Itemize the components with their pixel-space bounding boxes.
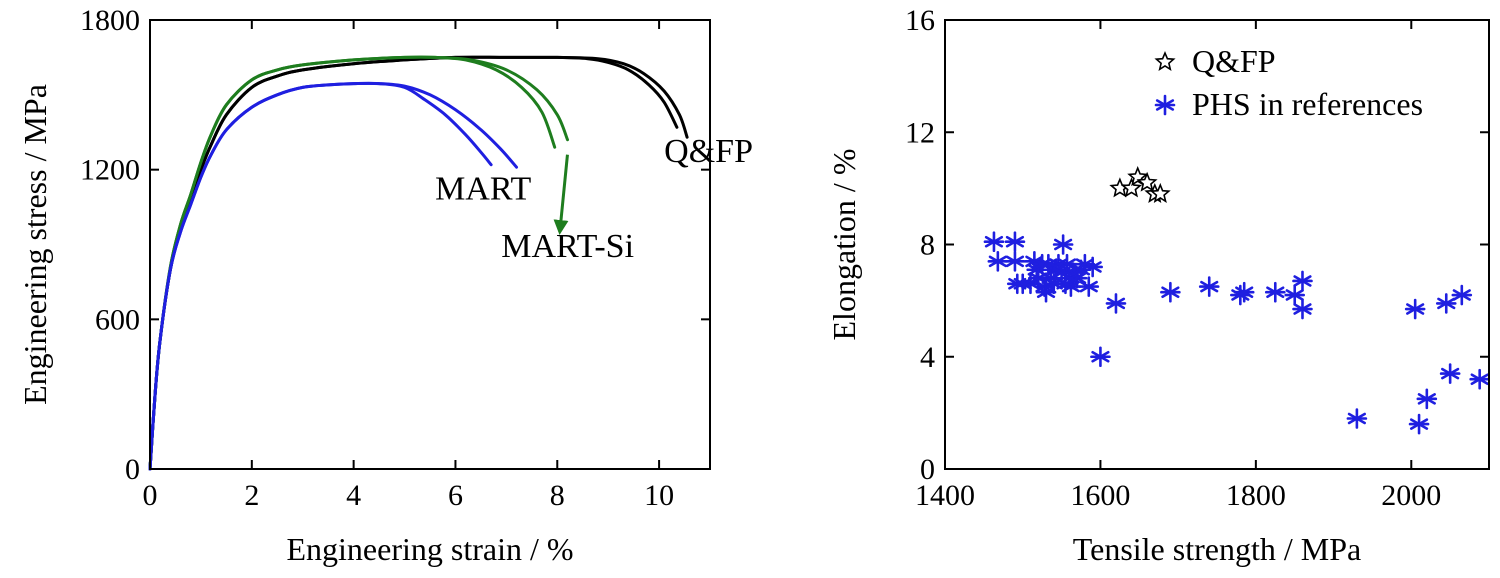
point-phs-in-references xyxy=(1264,281,1286,303)
legend-marker-phs xyxy=(1154,94,1176,116)
right-x-axis-title: Tensile strength / MPa xyxy=(1073,531,1361,567)
point-phs-in-references xyxy=(1198,276,1220,297)
point-phs-in-references xyxy=(1404,298,1426,320)
point-phs-in-references xyxy=(1052,234,1074,255)
left-axis-ticks: 0 2 4 6 8 10 0 600 1200 1800 xyxy=(80,4,710,512)
point-phs-in-references xyxy=(1439,363,1461,384)
point-phs-in-references xyxy=(1004,251,1026,272)
x-tick-label: 1800 xyxy=(1226,479,1286,512)
x-tick-label: 1400 xyxy=(915,479,975,512)
x-tick-label: 1600 xyxy=(1070,479,1130,512)
curve-label-q-fp: Q&FP xyxy=(664,133,753,170)
point-phs-in-references xyxy=(1346,408,1368,429)
curve-labels: Q&FP MART MART-Si xyxy=(435,133,753,265)
stress-strain-chart: 0 2 4 6 8 10 0 600 1200 1800 Q&FP MART MART-Si Engi… xyxy=(17,4,753,567)
x-tick-label: 2000 xyxy=(1381,479,1441,512)
scatter-points xyxy=(983,165,1490,435)
left-plot-frame xyxy=(149,19,711,470)
y-tick-label: 1200 xyxy=(80,154,140,187)
legend-symbol xyxy=(1154,94,1176,116)
y-tick-label: 0 xyxy=(125,453,140,486)
point-phs-in-references xyxy=(1105,293,1127,314)
legend-symbol xyxy=(1154,50,1176,72)
point-phs-in-references xyxy=(987,251,1009,272)
point-phs-in-references xyxy=(1160,281,1181,303)
point-phs-in-references xyxy=(1078,276,1100,297)
point-phs-in-references xyxy=(1090,346,1111,368)
y-tick-label: 600 xyxy=(95,303,140,336)
left-x-axis-title: Engineering strain / % xyxy=(286,531,573,567)
curve-label-mart: MART xyxy=(435,171,531,208)
point-phs-in-references xyxy=(1035,281,1057,303)
y-tick-label: 16 xyxy=(905,4,935,37)
left-y-axis-title: Engineering stress / MPa xyxy=(17,84,53,405)
point-phs-in-references xyxy=(1004,231,1026,252)
legend: Q&FP PHS in references xyxy=(1154,43,1423,122)
point-phs-in-references xyxy=(1416,388,1438,410)
point-phs-in-references xyxy=(1292,298,1313,320)
y-tick-label: 12 xyxy=(905,116,935,149)
point-phs-in-references xyxy=(983,231,1005,252)
right-y-axis-title: Elongation / % xyxy=(826,149,862,341)
stress-strain-curves xyxy=(148,55,689,471)
curve-mart xyxy=(148,81,518,471)
point-phs-in-references xyxy=(1284,284,1306,306)
point-q-fp xyxy=(1121,177,1143,198)
y-tick-label: 8 xyxy=(920,229,935,262)
point-phs-in-references xyxy=(1451,284,1473,306)
point-phs-in-references xyxy=(1292,270,1313,292)
curve-label-mart-si: MART-Si xyxy=(501,228,634,265)
elongation-strength-chart: 1400 1600 1800 2000 0 4 8 12 16 Q&FP PHS in refe… xyxy=(826,4,1490,567)
legend-label-qfp: Q&FP xyxy=(1192,43,1276,79)
mart-si-arrow xyxy=(553,154,569,236)
x-tick-label: 4 xyxy=(346,479,361,512)
curve-mart xyxy=(148,81,493,471)
point-phs-in-references xyxy=(1435,293,1457,314)
point-phs-in-references xyxy=(1469,368,1490,390)
point-q-fp xyxy=(1136,171,1158,192)
legend-marker-qfp xyxy=(1154,50,1176,72)
y-tick-label: 4 xyxy=(920,341,935,374)
legend-label-phs: PHS in references xyxy=(1192,86,1423,122)
point-q-fp xyxy=(1149,182,1171,204)
y-tick-label: 0 xyxy=(920,453,935,486)
x-tick-label: 8 xyxy=(550,479,565,512)
right-axis-ticks: 1400 1600 1800 2000 0 4 8 12 16 xyxy=(905,4,1489,512)
x-tick-label: 0 xyxy=(143,479,158,512)
x-tick-label: 6 xyxy=(448,479,463,512)
point-phs-in-references xyxy=(1233,281,1255,303)
point-phs-in-references xyxy=(1408,413,1430,435)
y-tick-label: 1800 xyxy=(80,4,140,37)
point-phs-in-references xyxy=(1082,256,1103,278)
curve-mart-si xyxy=(148,55,557,471)
x-tick-label: 10 xyxy=(644,479,674,512)
x-tick-label: 2 xyxy=(244,479,259,512)
